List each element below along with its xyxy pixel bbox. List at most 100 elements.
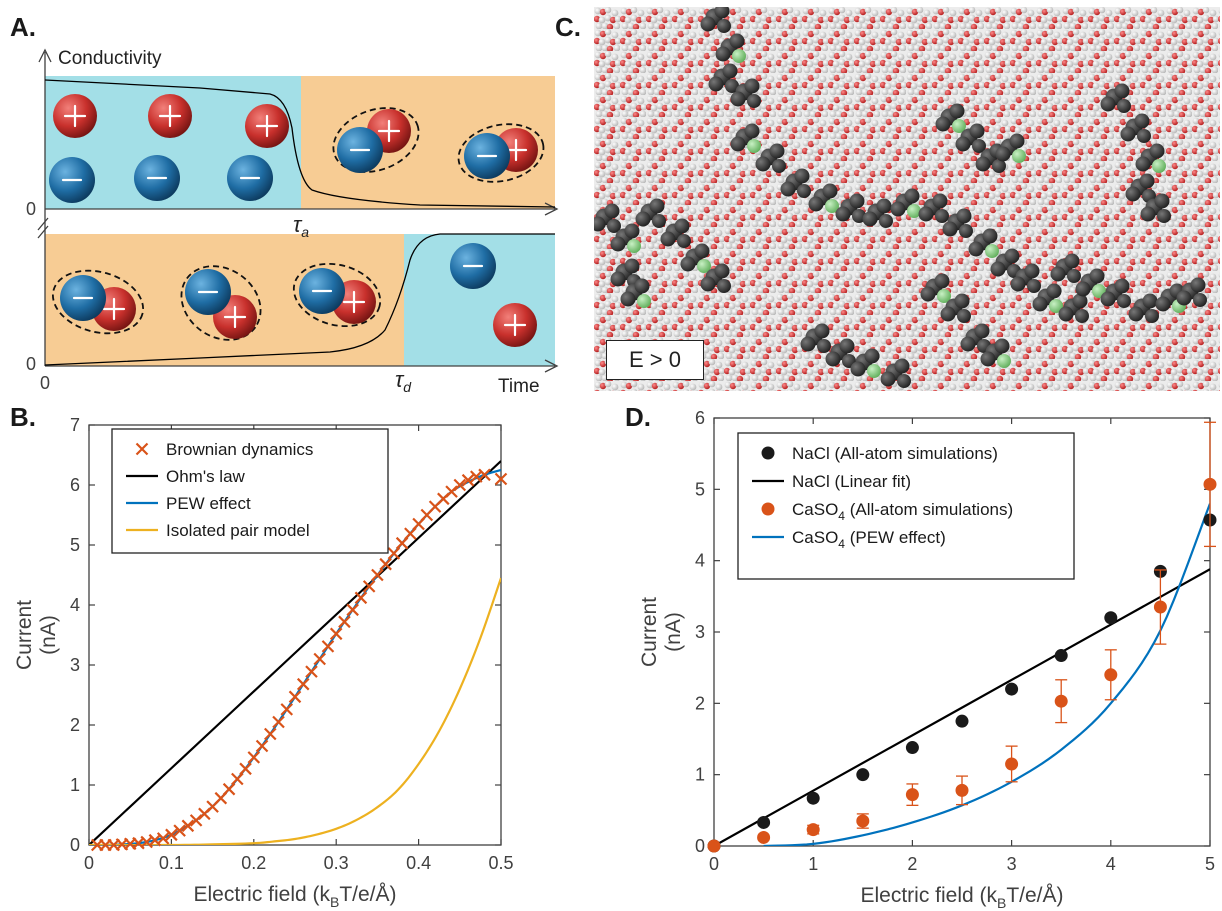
- calcium-atom: [1075, 309, 1089, 323]
- y-tick-label: 4: [70, 595, 80, 615]
- sulfate-atom: [604, 203, 620, 219]
- legend-swatch: [761, 502, 775, 516]
- y-tick-label: 2: [695, 693, 705, 713]
- sulfate-atom: [794, 168, 810, 184]
- sulfate-atom: [1100, 96, 1116, 112]
- y-tick-label: 0: [70, 835, 80, 855]
- calcium-atom: [852, 209, 866, 223]
- axis-break-mark: [37, 225, 49, 239]
- data-point: [806, 823, 820, 837]
- data-point: [955, 714, 969, 728]
- sulfate-atom: [1032, 296, 1048, 312]
- origin-label: 0: [40, 373, 50, 393]
- sulfate-atom: [974, 323, 990, 339]
- anion-ion: [49, 157, 95, 203]
- y-axis-label: Current(nA): [13, 600, 60, 670]
- y-tick-label: 1: [70, 775, 80, 795]
- calcium-atom: [1145, 309, 1159, 323]
- cation-ion: [493, 303, 537, 347]
- sulfate-atom: [1075, 281, 1091, 297]
- data-point: [247, 751, 261, 764]
- data-point: [806, 791, 820, 805]
- sulfate-atom: [610, 236, 626, 252]
- cation-ion: [53, 94, 97, 138]
- calcium-atom: [937, 289, 951, 303]
- calcium-atom: [747, 94, 761, 108]
- sulfate-atom: [634, 278, 650, 294]
- tau-d-label: τd: [395, 367, 412, 395]
- data-point: [362, 580, 376, 593]
- panel-label-a: A.: [10, 12, 36, 42]
- y-tick-label: 3: [695, 622, 705, 642]
- sulfate-atom: [890, 201, 906, 217]
- data-point: [173, 824, 186, 837]
- x-tick-label: 0.4: [406, 853, 431, 873]
- data-point: [338, 615, 351, 629]
- sulfate-atom: [769, 143, 785, 159]
- sulfate-atom: [864, 348, 880, 364]
- calcium-atom: [1027, 279, 1041, 293]
- field-label-box: E > 0: [606, 340, 704, 380]
- sulfate-atom: [940, 306, 956, 322]
- sulfate-atom: [674, 218, 690, 234]
- x-tick-label: 5: [1205, 854, 1215, 874]
- anion-ion: [134, 155, 180, 201]
- sulfate-atom: [755, 156, 771, 172]
- legend-label: NaCl (All-atom simulations): [792, 444, 998, 463]
- ion-clusters: [594, 7, 1207, 388]
- conductivity-rise-curve: [44, 233, 555, 366]
- sulfate-atom: [635, 211, 651, 227]
- sulfate-atom: [624, 223, 640, 239]
- legend-label: NaCl (Linear fit): [792, 472, 911, 491]
- sulfate-atom: [920, 286, 936, 302]
- data-point: [264, 727, 277, 741]
- ion-pair: [51, 269, 145, 335]
- data-point: [1005, 682, 1019, 696]
- x-tick-label: 0.3: [324, 853, 349, 873]
- conductivity-decay-curve: [44, 79, 556, 208]
- sulfate-atom: [975, 156, 991, 172]
- data-point: [288, 690, 302, 704]
- calcium-atom: [1117, 294, 1131, 308]
- sulfate-atom: [1128, 306, 1144, 322]
- x-tick-label: 0.2: [241, 853, 266, 873]
- data-point: [856, 768, 870, 782]
- sulfate-atom: [1149, 143, 1165, 159]
- sulfate-atom: [694, 243, 710, 259]
- sulfate-atom: [715, 46, 731, 62]
- data-point: [313, 652, 326, 666]
- data-point: [379, 557, 392, 571]
- sulfate-atom: [1004, 248, 1020, 264]
- zero-label-bottom: 0: [26, 354, 36, 374]
- data-point: [856, 814, 870, 828]
- sulfate-atom: [980, 351, 996, 367]
- x-tick-label: 0.5: [488, 853, 513, 873]
- sulfate-atom: [624, 258, 640, 274]
- calcium-atom: [817, 339, 831, 353]
- sulfate-atom: [956, 208, 972, 224]
- sulfate-atom: [825, 351, 841, 367]
- data-point: [757, 830, 771, 844]
- y-tick-label: 2: [70, 715, 80, 735]
- sulfate-atom: [849, 193, 865, 209]
- calcium-atom: [935, 209, 949, 223]
- calcium-atom: [972, 139, 986, 153]
- data-point: [231, 772, 244, 786]
- calcium-atom: [1157, 209, 1171, 223]
- sulfate-atom: [955, 136, 971, 152]
- data-point: [189, 814, 203, 827]
- sulfate-atom: [1155, 296, 1171, 312]
- legend-box: [737, 432, 1075, 580]
- calcium-atom: [652, 214, 666, 228]
- sulfate-atom: [982, 228, 998, 244]
- data-point: [280, 703, 294, 716]
- calcium-atom: [957, 309, 971, 323]
- series-line: [763, 503, 1210, 846]
- sulfate-atom: [1072, 293, 1088, 309]
- calcium-atom: [1049, 299, 1063, 313]
- sulfate-atom: [894, 358, 910, 374]
- ion-pair: [457, 123, 545, 183]
- sulfate-atom: [649, 198, 665, 214]
- calcium-atom: [627, 239, 641, 253]
- calcium-atom: [879, 214, 893, 228]
